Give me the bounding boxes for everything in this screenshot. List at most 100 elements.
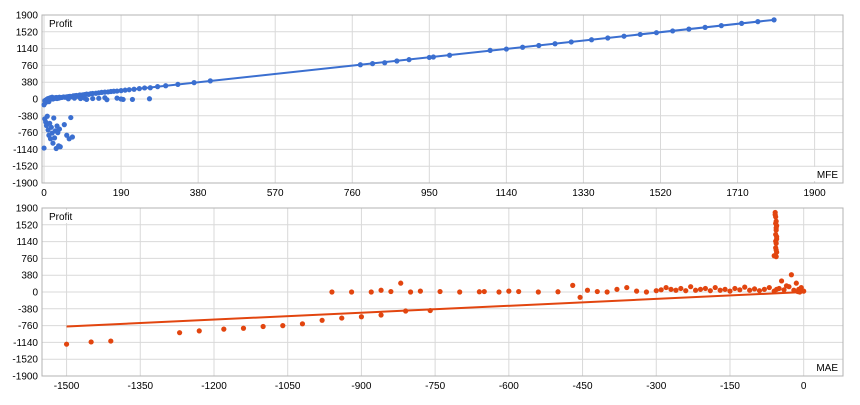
data-point: [446, 52, 453, 58]
data-point: [77, 95, 84, 102]
data-point: [146, 96, 153, 102]
data-point: [50, 140, 56, 146]
data-point: [552, 41, 558, 47]
data-point: [154, 84, 161, 90]
data-point: [688, 284, 694, 290]
data-point: [536, 42, 542, 49]
y-tick-label: 380: [21, 271, 38, 282]
y-tick-label: 760: [21, 254, 38, 265]
y-tick-label: -1140: [13, 145, 38, 156]
data-point: [417, 288, 423, 294]
data-point: [118, 96, 124, 102]
data-point: [653, 288, 659, 294]
x-tick-label: 1900: [803, 188, 826, 199]
data-point: [403, 308, 409, 314]
y-tick-label: -1900: [12, 179, 38, 190]
data-point: [751, 286, 758, 292]
y-tick-label: 0: [32, 95, 38, 106]
data-point: [588, 37, 595, 43]
data-point: [147, 85, 153, 91]
x-tick-label: -1350: [127, 381, 153, 392]
data-point: [568, 39, 574, 45]
data-point: [175, 81, 181, 88]
data-point: [398, 280, 404, 286]
y-tick-label: 1900: [16, 11, 39, 22]
y-tick-label: 1900: [16, 204, 39, 215]
y-tick-label: -1900: [12, 372, 38, 383]
y-tick-label: -380: [18, 304, 38, 315]
data-point: [102, 95, 108, 101]
data-point: [739, 20, 745, 26]
data-point: [163, 83, 169, 89]
data-point: [673, 287, 679, 293]
data-point: [621, 33, 627, 39]
plot-frame: [41, 207, 844, 377]
data-point: [584, 287, 591, 293]
data-point: [634, 288, 640, 294]
data-point: [69, 134, 76, 140]
data-point: [658, 287, 664, 293]
x-tick-label: -1050: [275, 381, 301, 392]
data-point: [131, 86, 137, 92]
data-point: [358, 314, 365, 320]
x-tick-label: -1200: [201, 381, 227, 392]
data-point: [771, 17, 777, 23]
data-point: [773, 225, 779, 231]
data-point: [44, 113, 50, 119]
data-point: [683, 288, 689, 294]
data-point: [426, 54, 432, 61]
data-point: [788, 272, 795, 278]
data-point: [799, 288, 805, 294]
y-tick-label: 1520: [16, 27, 39, 38]
data-point: [577, 294, 583, 300]
x-axis-label: MFE: [817, 170, 838, 181]
data-point: [702, 285, 709, 292]
data-point: [427, 307, 433, 314]
data-point: [63, 341, 70, 347]
x-tick-label: -150: [720, 381, 740, 392]
data-point: [692, 287, 699, 293]
data-point: [702, 24, 708, 30]
data-point: [793, 280, 799, 286]
data-point: [653, 30, 660, 36]
data-point: [678, 285, 684, 292]
x-tick-label: 0: [41, 188, 47, 199]
y-tick-label: 760: [21, 61, 38, 72]
data-point: [142, 85, 148, 91]
data-point: [594, 288, 600, 295]
data-point: [319, 317, 325, 323]
y-axis-label-box: [45, 17, 73, 30]
data-point: [81, 95, 88, 101]
x-tick-label: 190: [113, 188, 130, 199]
data-point: [90, 95, 96, 102]
data-point: [339, 315, 345, 321]
data-point: [329, 289, 335, 295]
data-point: [747, 287, 753, 293]
data-point: [516, 288, 522, 295]
data-point: [407, 289, 414, 295]
data-point: [96, 95, 102, 101]
data-point: [126, 87, 132, 93]
data-point: [773, 238, 779, 244]
data-point: [394, 58, 400, 64]
x-tick-label: -750: [425, 381, 445, 392]
x-tick-label: 1520: [649, 188, 672, 199]
data-point: [761, 286, 767, 292]
chart-panel-1: 1900152011407603800-380-760-1140-1520-19…: [12, 11, 844, 199]
data-point: [717, 287, 723, 293]
data-point: [774, 286, 780, 292]
plot-frame: [41, 14, 844, 184]
data-point: [778, 278, 785, 284]
data-point: [771, 253, 777, 259]
data-point: [136, 86, 142, 92]
y-tick-label: -1140: [13, 338, 38, 349]
data-point: [61, 122, 67, 128]
data-point: [637, 31, 643, 38]
data-point: [48, 124, 54, 130]
data-point: [506, 288, 512, 294]
data-point: [299, 321, 306, 327]
data-point: [795, 288, 801, 295]
y-axis-label: Profit: [49, 19, 73, 30]
data-point: [707, 288, 713, 294]
data-point: [774, 234, 780, 240]
